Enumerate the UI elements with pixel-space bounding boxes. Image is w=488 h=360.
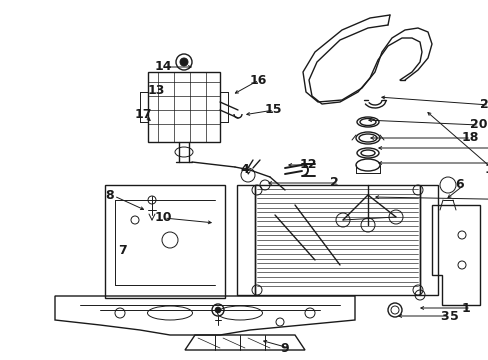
Text: 20: 20 [469,118,487,131]
Text: 18: 18 [461,131,478,144]
Bar [237,185,254,295]
Circle shape [180,58,187,66]
Text: 6: 6 [454,179,463,192]
Text: 12: 12 [299,158,317,171]
Text: 9: 9 [280,342,288,355]
Text: 5: 5 [449,310,458,323]
Text: 11: 11 [484,163,488,176]
Bar [419,185,437,295]
Text: 17: 17 [135,108,152,121]
Text: 16: 16 [249,73,267,86]
Text: 3: 3 [439,310,447,323]
Text: 14: 14 [155,60,172,73]
Text: 13: 13 [148,84,165,96]
Text: 1: 1 [461,301,470,315]
Bar [254,185,419,295]
Text: 2: 2 [329,176,338,189]
Bar [148,72,220,142]
Text: 8: 8 [105,189,113,202]
Text: 7: 7 [118,243,126,256]
Text: 4: 4 [240,163,248,176]
Text: 15: 15 [264,104,282,117]
Circle shape [215,307,221,313]
Text: 22: 22 [479,99,488,112]
Text: 10: 10 [155,211,172,225]
